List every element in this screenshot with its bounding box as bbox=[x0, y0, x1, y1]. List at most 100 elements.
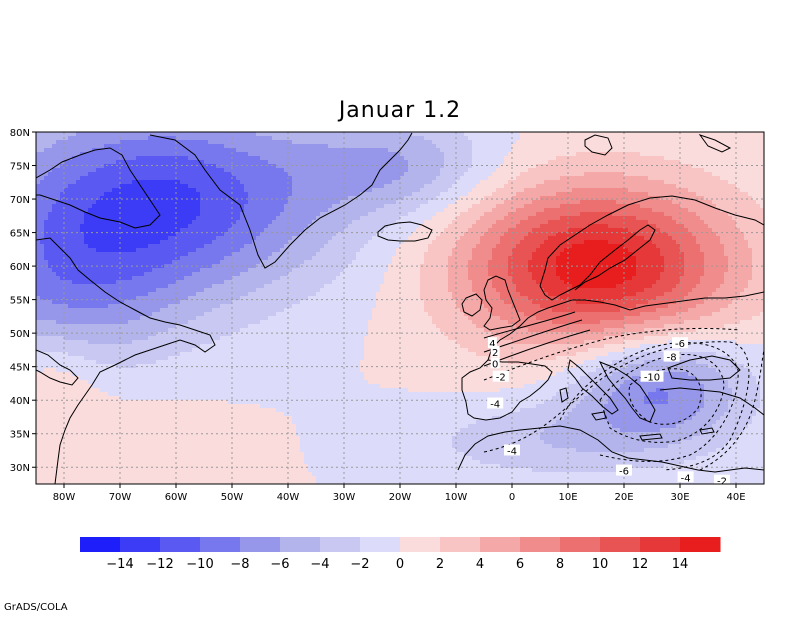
field-cell bbox=[596, 208, 600, 212]
field-cell bbox=[364, 136, 368, 140]
field-cell bbox=[260, 196, 264, 200]
field-cell bbox=[552, 148, 556, 152]
field-cell bbox=[344, 184, 348, 188]
field-cell bbox=[156, 232, 160, 236]
field-cell bbox=[348, 168, 352, 172]
field-cell bbox=[264, 236, 268, 240]
field-cell bbox=[564, 220, 568, 224]
field-cell bbox=[552, 196, 556, 200]
field-cell bbox=[476, 156, 480, 160]
field-cell bbox=[368, 232, 372, 236]
field-cell bbox=[148, 236, 152, 240]
field-cell bbox=[596, 140, 600, 144]
field-cell bbox=[148, 148, 152, 152]
field-cell bbox=[484, 156, 488, 160]
field-cell bbox=[708, 192, 712, 196]
field-cell bbox=[132, 188, 136, 192]
field-cell bbox=[480, 188, 484, 192]
field-cell bbox=[300, 140, 304, 144]
field-cell bbox=[408, 172, 412, 176]
field-cell bbox=[632, 160, 636, 164]
field-cell bbox=[440, 192, 444, 196]
field-cell bbox=[444, 200, 448, 204]
field-cell bbox=[572, 168, 576, 172]
field-cell bbox=[720, 228, 724, 232]
field-cell bbox=[532, 188, 536, 192]
field-cell bbox=[476, 136, 480, 140]
field-cell bbox=[448, 196, 452, 200]
field-cell bbox=[596, 184, 600, 188]
field-cell bbox=[532, 184, 536, 188]
field-cell bbox=[668, 236, 672, 240]
field-cell bbox=[620, 236, 624, 240]
field-cell bbox=[256, 156, 260, 160]
field-cell bbox=[472, 176, 476, 180]
field-cell bbox=[632, 196, 636, 200]
field-cell bbox=[540, 236, 544, 240]
field-cell bbox=[708, 164, 712, 168]
field-cell bbox=[712, 132, 716, 136]
field-cell bbox=[64, 220, 68, 224]
field-cell bbox=[56, 204, 60, 208]
field-cell bbox=[504, 172, 508, 176]
field-cell bbox=[448, 156, 452, 160]
field-cell bbox=[100, 132, 104, 136]
field-cell bbox=[56, 144, 60, 148]
field-cell bbox=[96, 152, 100, 156]
field-cell bbox=[104, 176, 108, 180]
field-cell bbox=[408, 176, 412, 180]
field-cell bbox=[60, 188, 64, 192]
field-cell bbox=[268, 144, 272, 148]
field-cell bbox=[76, 212, 80, 216]
field-cell bbox=[588, 132, 592, 136]
field-cell bbox=[732, 140, 736, 144]
field-cell bbox=[640, 192, 644, 196]
field-cell bbox=[396, 188, 400, 192]
field-cell bbox=[612, 144, 616, 148]
field-cell bbox=[620, 136, 624, 140]
field-cell bbox=[336, 156, 340, 160]
field-cell bbox=[272, 236, 276, 240]
field-cell bbox=[404, 204, 408, 208]
field-cell bbox=[580, 196, 584, 200]
field-cell bbox=[444, 192, 448, 196]
field-cell bbox=[420, 204, 424, 208]
field-cell bbox=[720, 140, 724, 144]
field-cell bbox=[260, 188, 264, 192]
field-cell bbox=[740, 160, 744, 164]
field-cell bbox=[532, 228, 536, 232]
field-cell bbox=[228, 216, 232, 220]
field-cell bbox=[604, 200, 608, 204]
field-cell bbox=[196, 200, 200, 204]
field-cell bbox=[404, 232, 408, 236]
field-cell bbox=[516, 228, 520, 232]
field-cell bbox=[132, 152, 136, 156]
field-cell bbox=[524, 172, 528, 176]
field-cell bbox=[644, 236, 648, 240]
field-cell bbox=[688, 204, 692, 208]
field-cell bbox=[592, 200, 596, 204]
field-cell bbox=[280, 228, 284, 232]
field-cell bbox=[232, 220, 236, 224]
field-cell bbox=[344, 232, 348, 236]
field-cell bbox=[324, 132, 328, 136]
field-cell bbox=[96, 240, 100, 244]
field-cell bbox=[280, 204, 284, 208]
field-cell bbox=[500, 184, 504, 188]
field-cell bbox=[360, 216, 364, 220]
field-cell bbox=[196, 132, 200, 136]
field-cell bbox=[116, 144, 120, 148]
field-cell bbox=[192, 232, 196, 236]
field-cell bbox=[584, 148, 588, 152]
field-cell bbox=[68, 148, 72, 152]
field-cell bbox=[580, 236, 584, 240]
field-cell bbox=[140, 216, 144, 220]
field-cell bbox=[168, 200, 172, 204]
field-cell bbox=[60, 228, 64, 232]
field-cell bbox=[288, 208, 292, 212]
field-cell bbox=[220, 212, 224, 216]
field-cell bbox=[480, 176, 484, 180]
field-cell bbox=[132, 216, 136, 220]
field-cell bbox=[644, 184, 648, 188]
field-cell bbox=[752, 180, 756, 184]
